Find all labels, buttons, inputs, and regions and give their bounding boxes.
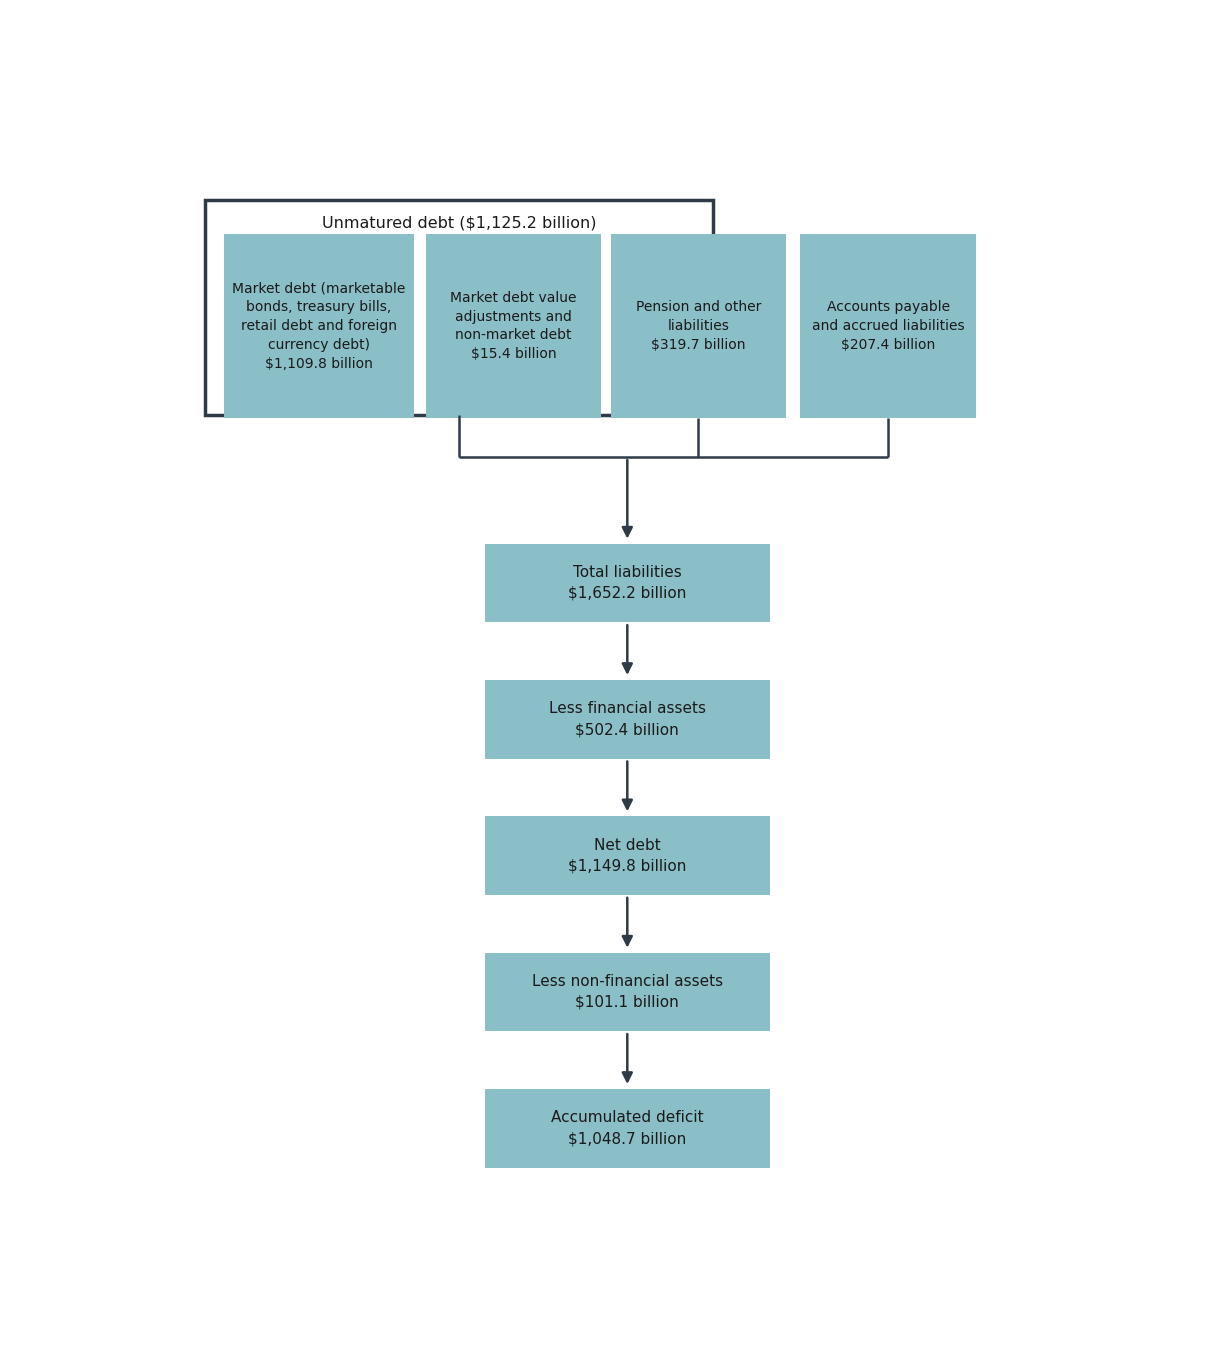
Text: Less financial assets
$502.4 billion: Less financial assets $502.4 billion [548,701,706,737]
Text: Unmatured debt ($1,125.2 billion): Unmatured debt ($1,125.2 billion) [322,215,596,232]
Text: Market debt value
adjustments and
non-market debt
$15.4 billion: Market debt value adjustments and non-ma… [450,290,577,361]
FancyBboxPatch shape [224,234,414,418]
Text: Market debt (marketable
bonds, treasury bills,
retail debt and foreign
currency : Market debt (marketable bonds, treasury … [233,281,405,370]
FancyBboxPatch shape [485,1090,770,1167]
Text: Accumulated deficit
$1,048.7 billion: Accumulated deficit $1,048.7 billion [551,1110,704,1147]
FancyBboxPatch shape [485,816,770,895]
FancyBboxPatch shape [800,234,976,418]
Text: Accounts payable
and accrued liabilities
$207.4 billion: Accounts payable and accrued liabilities… [812,300,965,351]
Text: Net debt
$1,149.8 billion: Net debt $1,149.8 billion [568,838,687,873]
FancyBboxPatch shape [206,200,712,415]
Text: Pension and other
liabilities
$319.7 billion: Pension and other liabilities $319.7 bil… [635,300,761,351]
FancyBboxPatch shape [426,234,601,418]
FancyBboxPatch shape [611,234,786,418]
Text: Total liabilities
$1,652.2 billion: Total liabilities $1,652.2 billion [568,565,687,601]
FancyBboxPatch shape [485,952,770,1031]
FancyBboxPatch shape [485,680,770,759]
FancyBboxPatch shape [485,543,770,622]
Text: Less non-financial assets
$101.1 billion: Less non-financial assets $101.1 billion [531,974,723,1011]
